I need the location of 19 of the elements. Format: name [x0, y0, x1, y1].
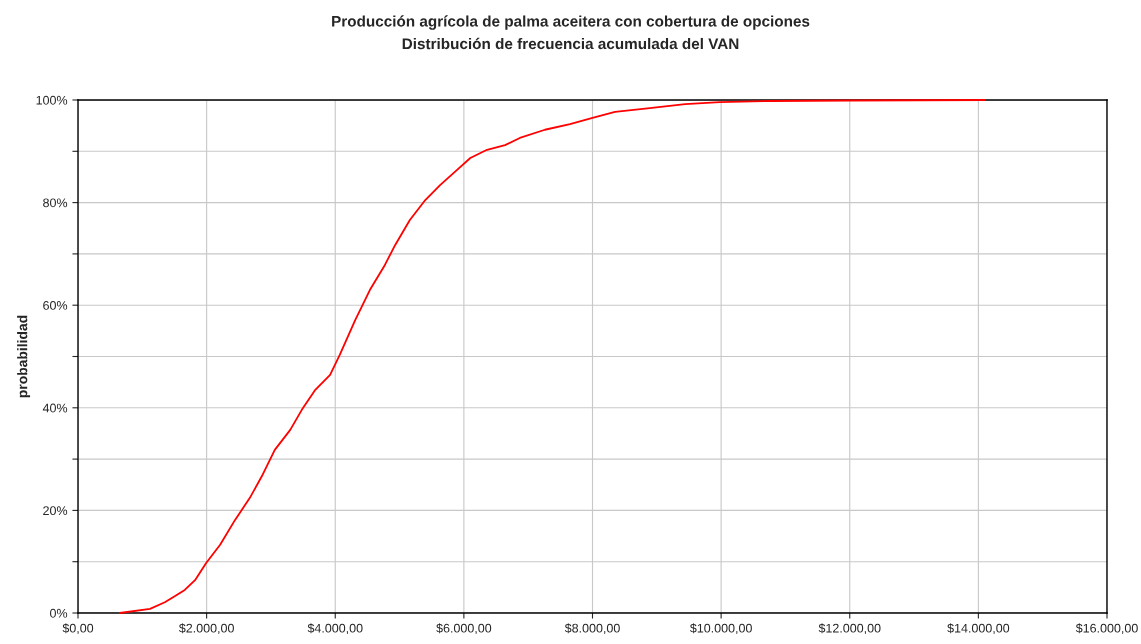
x-tick-label: $6.000,00: [436, 623, 492, 635]
x-tick-label: $4.000,00: [307, 623, 363, 635]
y-tick-label: 0%: [50, 608, 68, 618]
line-series: [118, 99, 986, 614]
x-tick-label: $12.000,00: [818, 623, 881, 635]
x-tick-label: $0,00: [62, 623, 94, 635]
x-tick-label: $8.000,00: [564, 623, 620, 635]
y-tick-label: 20%: [43, 506, 68, 516]
x-tick-label: $14.000,00: [947, 623, 1010, 635]
y-tick-label: 60%: [43, 301, 68, 310]
y-tick-label: 80%: [43, 198, 68, 208]
x-tick-label: $2.000,00: [178, 623, 234, 635]
x-tick-label: $10.000,00: [689, 623, 752, 635]
chart-title: Producción agrícola de palma aceitera con cobertura de opciones: [332, 15, 810, 30]
chart-subtitle: Distribución de frecuencia acumulada del VAN: [402, 37, 739, 50]
y-axis-title: probabilidad: [17, 315, 31, 398]
y-tick-label: 40%: [42, 403, 68, 413]
x-tick-label: $16.000,00: [1075, 623, 1138, 635]
y-tick-label: 100%: [36, 95, 68, 105]
